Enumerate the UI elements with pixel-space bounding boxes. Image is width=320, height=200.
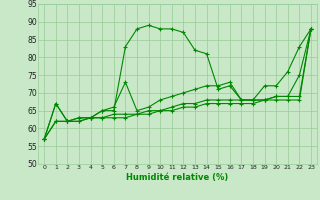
X-axis label: Humidité relative (%): Humidité relative (%): [126, 173, 229, 182]
